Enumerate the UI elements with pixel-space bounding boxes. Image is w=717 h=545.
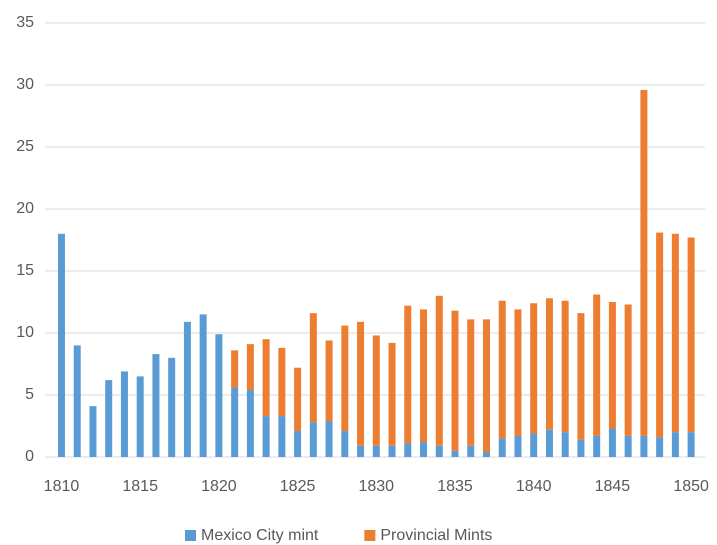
- legend-swatch: [364, 530, 376, 541]
- bar-segment: [577, 439, 585, 457]
- bar-segment: [388, 342, 396, 446]
- bar-segment: [199, 314, 207, 457]
- bar-segment: [435, 295, 443, 446]
- bar-segment: [624, 304, 632, 436]
- x-tick-label: 1825: [280, 478, 316, 495]
- bar-segment: [624, 435, 632, 457]
- bar-segment: [656, 232, 664, 438]
- bar-segment: [168, 357, 176, 457]
- bar-segment: [640, 89, 648, 436]
- y-tick-label: 0: [25, 448, 34, 465]
- bar-segment: [451, 310, 459, 451]
- bar-segment: [404, 305, 412, 444]
- bar-segment: [388, 445, 396, 457]
- bar-segment: [687, 237, 695, 433]
- bar-segment: [357, 321, 365, 446]
- bar-segment: [561, 432, 569, 457]
- bar-segment: [231, 387, 239, 457]
- bar-segment: [608, 302, 616, 429]
- bar-segment: [183, 321, 191, 457]
- y-tick-label: 35: [16, 14, 34, 31]
- bar-segment: [372, 335, 380, 446]
- bar-segment: [545, 429, 553, 457]
- bar-segment: [671, 432, 679, 457]
- bar-segment: [105, 380, 113, 457]
- y-tick-label: 5: [25, 386, 34, 403]
- bar-segment: [294, 430, 302, 457]
- y-tick-label: 25: [16, 138, 34, 155]
- bar-segment: [687, 432, 695, 457]
- bar-segment: [309, 422, 317, 457]
- bar-segment: [278, 416, 286, 457]
- bar-segment: [294, 367, 302, 431]
- bar-segment: [514, 435, 522, 457]
- y-tick-label: 30: [16, 76, 34, 93]
- bar-segment: [467, 319, 475, 446]
- bar-segment: [482, 452, 490, 457]
- bar-segment: [57, 233, 65, 457]
- bar-segment: [577, 313, 585, 440]
- x-tick-label: 1850: [673, 478, 709, 495]
- bar-segment: [89, 406, 97, 457]
- bar-segment: [545, 298, 553, 430]
- bar-segment: [341, 325, 349, 431]
- bar-segment: [357, 445, 365, 457]
- legend-swatch: [185, 530, 196, 541]
- x-tick-label: 1815: [122, 478, 158, 495]
- bar-segment: [246, 390, 254, 457]
- bar-segment: [561, 300, 569, 433]
- x-tick-label: 1845: [595, 478, 631, 495]
- bar-segment: [262, 416, 270, 457]
- y-tick-label: 10: [16, 324, 34, 341]
- bar-segment: [593, 435, 601, 457]
- bar-segment: [152, 354, 160, 457]
- bar-segment: [420, 442, 428, 457]
- bar-segment: [215, 334, 223, 457]
- legend-label: Mexico City mint: [201, 527, 319, 544]
- x-tick-label: 1835: [437, 478, 473, 495]
- x-tick-label: 1840: [516, 478, 552, 495]
- x-tick-label: 1820: [201, 478, 237, 495]
- bar-segment: [231, 350, 239, 388]
- bar-segment: [73, 345, 81, 457]
- bar-segment: [325, 421, 333, 457]
- bar-segment: [530, 303, 538, 434]
- x-tick-label: 1810: [44, 478, 80, 495]
- bar-segment: [656, 437, 664, 457]
- bar-segment: [608, 428, 616, 457]
- bar-segment: [372, 445, 380, 457]
- bar-segment: [482, 319, 490, 453]
- bar-segment: [278, 347, 286, 417]
- bar-segment: [136, 376, 144, 457]
- bar-segment: [514, 309, 522, 436]
- bar-segment: [593, 294, 601, 436]
- bar-segment: [404, 443, 412, 457]
- bar-segment: [246, 344, 254, 391]
- bar-segment: [325, 340, 333, 422]
- bar-segment: [262, 339, 270, 417]
- x-tick-label: 1830: [358, 478, 394, 495]
- y-tick-label: 20: [16, 200, 34, 217]
- bar-segment: [530, 433, 538, 457]
- bar-segment: [435, 445, 443, 457]
- bar-segment: [341, 430, 349, 457]
- bar-segment: [640, 435, 648, 457]
- bar-segment: [420, 309, 428, 443]
- y-tick-label: 15: [16, 262, 34, 279]
- bar-segment: [498, 300, 506, 439]
- bar-segment: [309, 313, 317, 423]
- bar-segment: [451, 450, 459, 457]
- bar-segment: [671, 233, 679, 433]
- bar-segment: [498, 438, 506, 457]
- bar-segment: [467, 445, 475, 457]
- bar-segment: [120, 371, 128, 457]
- legend-label: Provincial Mints: [380, 527, 492, 544]
